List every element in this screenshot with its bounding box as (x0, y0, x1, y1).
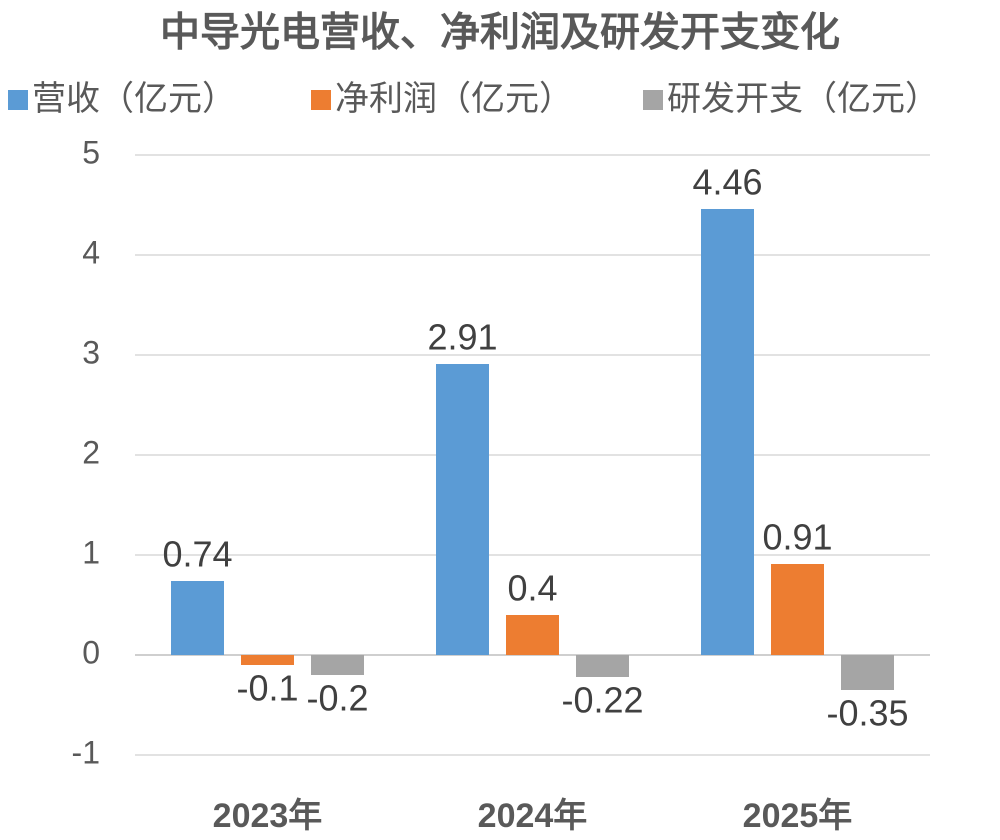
x-tick-label: 2025年 (743, 797, 853, 835)
bar (171, 581, 224, 655)
data-label: 0.91 (762, 517, 832, 558)
bar (771, 564, 824, 655)
bar (241, 655, 294, 665)
legend-label: 净利润（亿元） (335, 80, 573, 118)
x-tick-label: 2023年 (213, 797, 323, 835)
y-tick-label: 4 (82, 234, 100, 270)
y-tick-label: 1 (82, 534, 100, 570)
legend-swatch (643, 90, 663, 110)
data-label: 2.91 (427, 317, 497, 358)
y-tick-label: 2 (82, 434, 100, 470)
legend-swatch (311, 90, 331, 110)
data-label: -0.2 (306, 678, 368, 719)
y-tick-label: 3 (82, 334, 100, 370)
data-label: -0.22 (561, 680, 643, 721)
bar (311, 655, 364, 675)
legend-swatch (8, 90, 28, 110)
bar (436, 364, 489, 655)
bar (506, 615, 559, 655)
x-tick-label: 2024年 (478, 797, 588, 835)
bar (841, 655, 894, 690)
legend-label: 研发开支（亿元） (667, 80, 939, 118)
data-label: -0.1 (236, 668, 298, 709)
data-label: -0.35 (826, 693, 908, 734)
data-label: 0.4 (507, 568, 557, 609)
y-tick-label: -1 (72, 734, 100, 770)
chart-title: 中导光电营收、净利润及研发开支变化 (160, 11, 840, 55)
y-tick-label: 5 (82, 134, 100, 170)
bar (576, 655, 629, 677)
y-tick-label: 0 (82, 634, 100, 670)
data-label: 4.46 (692, 162, 762, 203)
legend-label: 营收（亿元） (32, 80, 236, 118)
bar (701, 209, 754, 655)
data-label: 0.74 (162, 534, 232, 575)
